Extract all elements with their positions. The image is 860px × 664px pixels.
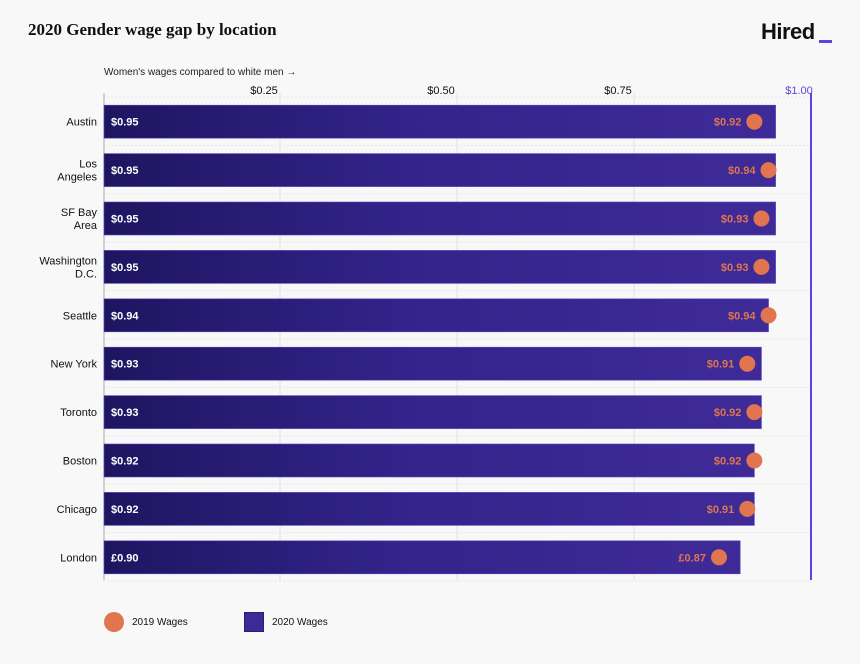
category-label: Boston	[63, 456, 97, 468]
category-label: Toronto	[60, 407, 97, 419]
bar-value-label: $0.92	[111, 456, 139, 468]
category-label: New York	[51, 359, 98, 371]
bar-value-label: $0.95	[111, 117, 139, 129]
dot-value-label: $0.94	[728, 310, 756, 322]
dot-value-label: $0.92	[714, 456, 742, 468]
dot-value-label: £0.87	[678, 552, 706, 564]
dot-2019	[760, 162, 777, 179]
logo-underscore	[819, 40, 832, 43]
bar-2020	[103, 153, 776, 187]
legend-2019: 2019 Wages	[104, 612, 188, 632]
dot-2019	[760, 307, 777, 324]
bar-2020	[103, 443, 755, 478]
dot-2019	[739, 355, 756, 372]
category-label: SF Bay	[61, 207, 98, 219]
bar-2020	[103, 104, 776, 139]
legend-2020: 2020 Wages	[244, 612, 328, 632]
category-label: D.C.	[75, 268, 97, 280]
category-label: Area	[74, 220, 98, 232]
category-label: Austin	[66, 117, 97, 129]
dot-2019	[746, 452, 763, 469]
bar-2020	[103, 346, 762, 381]
legend-dot-icon	[104, 612, 124, 632]
category-label: London	[60, 552, 97, 564]
category-label: Los	[79, 159, 97, 171]
bar-value-label: $0.95	[111, 214, 139, 226]
dot-2019	[753, 210, 770, 227]
bar-value-label: $0.94	[111, 310, 139, 322]
hired-logo: Hired	[761, 19, 815, 44]
legend-2020-label: 2020 Wages	[272, 616, 328, 628]
dot-2019	[746, 113, 763, 130]
bar-value-label: $0.95	[111, 165, 139, 177]
chart-title: 2020 Gender wage gap by location	[28, 20, 277, 39]
bar-value-label: $0.93	[111, 407, 139, 419]
x-tick-label: $1.00	[785, 85, 813, 97]
x-tick-label: $0.25	[250, 85, 278, 97]
x-tick-label: $0.50	[427, 85, 455, 97]
category-label: Chicago	[57, 504, 97, 516]
dot-value-label: $0.93	[721, 214, 749, 226]
category-label: Angeles	[57, 172, 97, 184]
legend-square-icon	[244, 612, 264, 632]
bar-2020	[103, 540, 741, 575]
dot-2019	[710, 549, 727, 566]
bar-2020	[103, 395, 762, 429]
dot-2019	[746, 404, 763, 421]
bar-value-label: $0.95	[111, 262, 139, 274]
bar-2020	[103, 298, 769, 333]
dot-value-label: $0.92	[714, 117, 742, 129]
dot-value-label: $0.93	[721, 262, 749, 274]
dot-value-label: $0.92	[714, 407, 742, 419]
bar-value-label: $0.92	[111, 504, 139, 516]
dot-value-label: $0.91	[707, 359, 735, 371]
dot-2019	[753, 258, 770, 275]
bar-value-label: $0.93	[111, 359, 139, 371]
category-label: Washington	[39, 255, 97, 267]
bar-2020	[103, 201, 776, 236]
x-tick-label: $0.75	[604, 85, 632, 97]
category-label: Seattle	[63, 310, 97, 322]
x-axis-label: Women's wages compared to white men →	[104, 67, 297, 78]
dot-value-label: $0.94	[728, 165, 756, 177]
bar-2020	[103, 492, 755, 526]
bar-2020	[103, 250, 776, 284]
dot-value-label: $0.91	[707, 504, 735, 516]
legend-2019-label: 2019 Wages	[132, 616, 188, 628]
dot-2019	[739, 500, 756, 517]
bar-value-label: £0.90	[111, 552, 139, 564]
